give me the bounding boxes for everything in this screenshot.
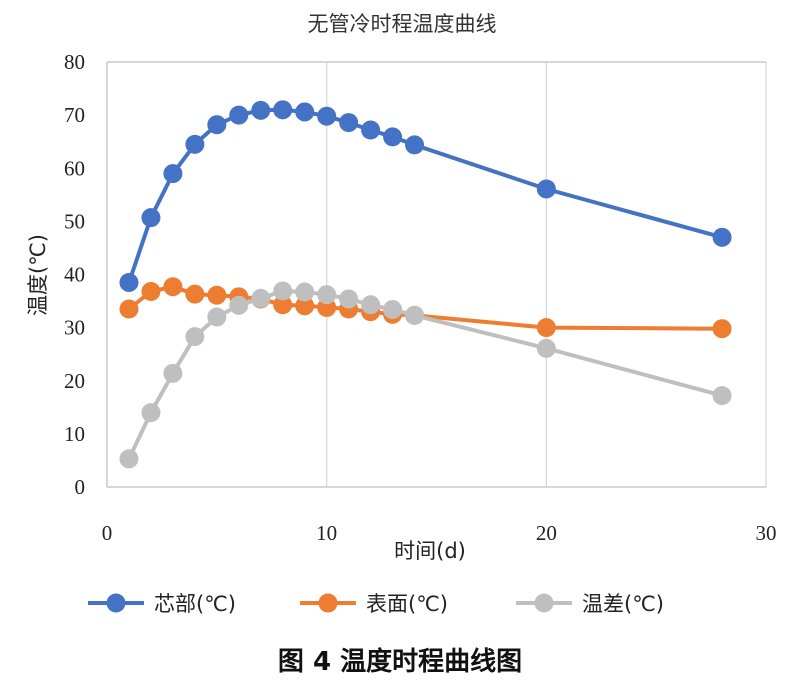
data-point — [317, 106, 337, 126]
data-point — [339, 289, 359, 309]
series-1 — [119, 100, 732, 292]
y-tick-label: 0 — [75, 475, 86, 499]
legend-marker — [534, 593, 554, 613]
chart-title: 无管冷时程温度曲线 — [308, 12, 497, 36]
data-point — [383, 127, 403, 147]
data-point — [712, 319, 732, 339]
data-point — [317, 285, 337, 305]
data-point — [405, 305, 425, 325]
grid-lines — [326, 62, 767, 487]
series-line — [127, 289, 723, 460]
data-point — [119, 272, 139, 292]
figure-caption: 图 4 温度时程曲线图 — [278, 646, 522, 677]
data-point — [141, 282, 161, 301]
data-point — [185, 327, 205, 347]
tick-labels: 0 10 20 30 0 10 20 30 40 50 60 70 80 — [64, 50, 777, 545]
data-point — [251, 100, 271, 120]
data-point — [712, 386, 732, 406]
legend-item: 表面(℃) — [300, 592, 448, 616]
x-tick-label: 30 — [756, 521, 777, 545]
x-tick-label: 20 — [536, 521, 557, 545]
y-tick-label: 50 — [64, 209, 85, 233]
data-point — [273, 100, 293, 120]
x-tick-label: 0 — [102, 521, 113, 545]
data-point — [339, 113, 359, 133]
data-point — [405, 135, 425, 155]
y-tick-label: 60 — [64, 156, 85, 180]
data-point — [536, 179, 556, 199]
data-point — [251, 288, 271, 308]
data-point — [295, 296, 315, 316]
legend-marker — [106, 593, 126, 613]
data-point — [712, 227, 732, 247]
data-point — [295, 282, 315, 302]
y-tick-label: 20 — [64, 369, 85, 393]
data-point — [536, 318, 556, 338]
y-axis-label: 温度(℃) — [26, 234, 50, 316]
x-axis-label: 时间(d) — [394, 539, 466, 563]
y-tick-label: 70 — [64, 103, 85, 127]
data-point — [163, 164, 183, 184]
x-tick-label: 10 — [316, 521, 337, 545]
data-point — [185, 134, 205, 154]
data-point — [141, 403, 161, 423]
data-point — [207, 285, 227, 305]
data-point — [207, 115, 227, 135]
data-point — [229, 295, 249, 315]
series-line — [127, 107, 723, 284]
data-point — [273, 295, 293, 315]
axes — [106, 61, 766, 488]
data-point — [141, 208, 161, 228]
y-tick-label: 80 — [64, 50, 85, 74]
legend-item: 芯部(℃) — [88, 592, 236, 616]
legend: 芯部(℃) 表面(℃) 温差(℃) — [88, 592, 664, 616]
data-point — [119, 299, 139, 319]
data-point — [536, 338, 556, 358]
legend-label: 表面(℃) — [366, 592, 448, 616]
legend-label: 芯部(℃) — [154, 592, 236, 616]
data-point — [273, 281, 293, 301]
data-point — [361, 120, 381, 140]
y-tick-label: 10 — [64, 422, 85, 446]
data-point — [383, 300, 403, 320]
data-point — [119, 449, 139, 469]
legend-item: 温差(℃) — [516, 592, 664, 616]
data-point — [163, 277, 183, 297]
legend-label: 温差(℃) — [582, 592, 664, 616]
data-point — [163, 363, 183, 383]
series-2 — [119, 277, 732, 339]
data-point — [295, 102, 315, 122]
data-point — [207, 307, 227, 327]
series-3 — [119, 281, 732, 469]
y-tick-label: 40 — [64, 263, 85, 287]
data-point — [361, 295, 381, 315]
data-point — [229, 105, 249, 125]
legend-marker — [318, 593, 338, 613]
series-layer — [119, 100, 732, 469]
series-line — [127, 284, 723, 331]
y-tick-label: 30 — [64, 316, 85, 340]
data-point — [185, 284, 205, 304]
